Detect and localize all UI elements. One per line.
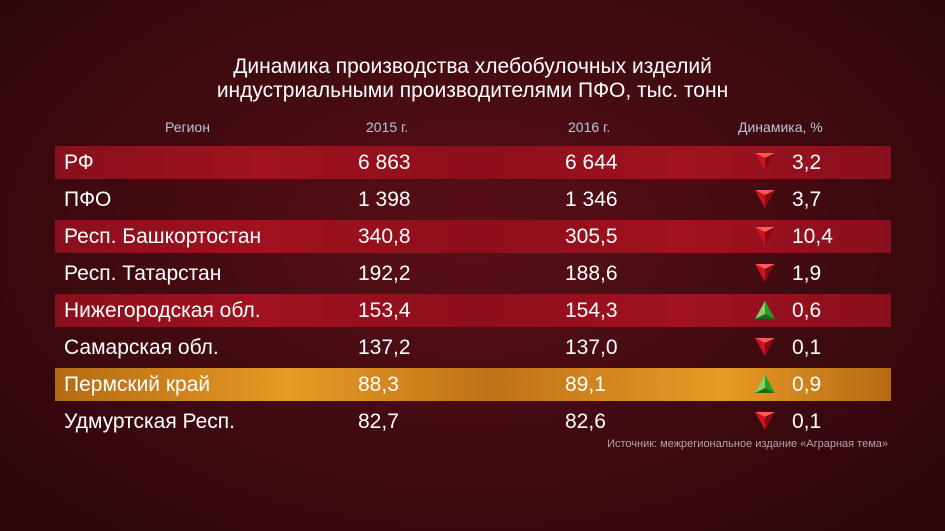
- value-2015-cell: 340,8: [358, 225, 411, 248]
- region-cell: Пермский край: [64, 373, 211, 396]
- value-2015-cell: 137,2: [358, 336, 411, 359]
- table-row: Самарская обл. 137,2 137,0 0,1: [55, 331, 891, 364]
- change-percent-cell: 0,1: [792, 410, 822, 433]
- table-row: Нижегородская обл. 153,4 154,3 0,6: [55, 294, 891, 327]
- value-2016-cell: 82,6: [565, 410, 606, 433]
- region-cell: Самарская обл.: [64, 336, 219, 359]
- arrow-down-icon: [754, 331, 776, 364]
- value-2015-cell: 192,2: [358, 262, 411, 285]
- chart-title-line-2: индустриальными производителями ПФО, тыс…: [216, 79, 729, 102]
- value-2016-cell: 6 644: [565, 151, 618, 174]
- value-2016-cell: 154,3: [565, 299, 618, 322]
- column-header-change: Динамика, %: [738, 119, 823, 135]
- value-2015-cell: 82,7: [358, 410, 399, 433]
- table-row: Пермский край 88,3 89,1 0,9: [55, 368, 891, 401]
- table-row: Респ. Татарстан 192,2 188,6 1,9: [55, 257, 891, 290]
- change-percent-cell: 3,7: [792, 188, 822, 211]
- chart-title-line-1: Динамика производства хлебобулочных изде…: [233, 55, 712, 78]
- value-2016-cell: 1 346: [565, 188, 618, 211]
- region-cell: Респ. Башкортостан: [64, 225, 262, 248]
- arrow-down-icon: [754, 257, 776, 290]
- arrow-down-icon: [754, 405, 776, 438]
- table-row: ПФО 1 398 1 346 3,7: [55, 183, 891, 216]
- change-percent-cell: 3,2: [792, 151, 822, 174]
- region-cell: ПФО: [64, 188, 112, 211]
- value-2015-cell: 1 398: [358, 188, 411, 211]
- value-2016-cell: 188,6: [565, 262, 618, 285]
- region-cell: РФ: [64, 151, 94, 174]
- table-row: Респ. Башкортостан 340,8 305,5 10,4: [55, 220, 891, 253]
- table-row: РФ 6 863 6 644 3,2: [55, 146, 891, 179]
- region-cell: Нижегородская обл.: [64, 299, 261, 322]
- table-row: Удмуртская Респ. 82,7 82,6 0,1: [55, 405, 891, 438]
- column-header-2015: 2015 г.: [366, 119, 409, 135]
- arrow-up-icon: [754, 368, 776, 401]
- value-2015-cell: 88,3: [358, 373, 399, 396]
- region-cell: Удмуртская Респ.: [64, 410, 235, 433]
- source-note: Источник: межрегиональное издание «Аграр…: [607, 438, 888, 450]
- chart-title: Динамика производства хлебобулочных изде…: [0, 55, 945, 103]
- value-2016-cell: 305,5: [565, 225, 618, 248]
- arrow-up-icon: [754, 294, 776, 327]
- change-percent-cell: 0,1: [792, 336, 822, 359]
- region-cell: Респ. Татарстан: [64, 262, 222, 285]
- change-percent-cell: 0,6: [792, 299, 822, 322]
- value-2015-cell: 6 863: [358, 151, 411, 174]
- arrow-down-icon: [754, 183, 776, 216]
- column-header-2016: 2016 г.: [568, 119, 611, 135]
- value-2016-cell: 89,1: [565, 373, 606, 396]
- change-percent-cell: 0,9: [792, 373, 822, 396]
- change-percent-cell: 1,9: [792, 262, 822, 285]
- column-header-region: Регион: [165, 119, 210, 135]
- arrow-down-icon: [754, 146, 776, 179]
- arrow-down-icon: [754, 220, 776, 253]
- value-2016-cell: 137,0: [565, 336, 618, 359]
- change-percent-cell: 10,4: [792, 225, 833, 248]
- value-2015-cell: 153,4: [358, 299, 411, 322]
